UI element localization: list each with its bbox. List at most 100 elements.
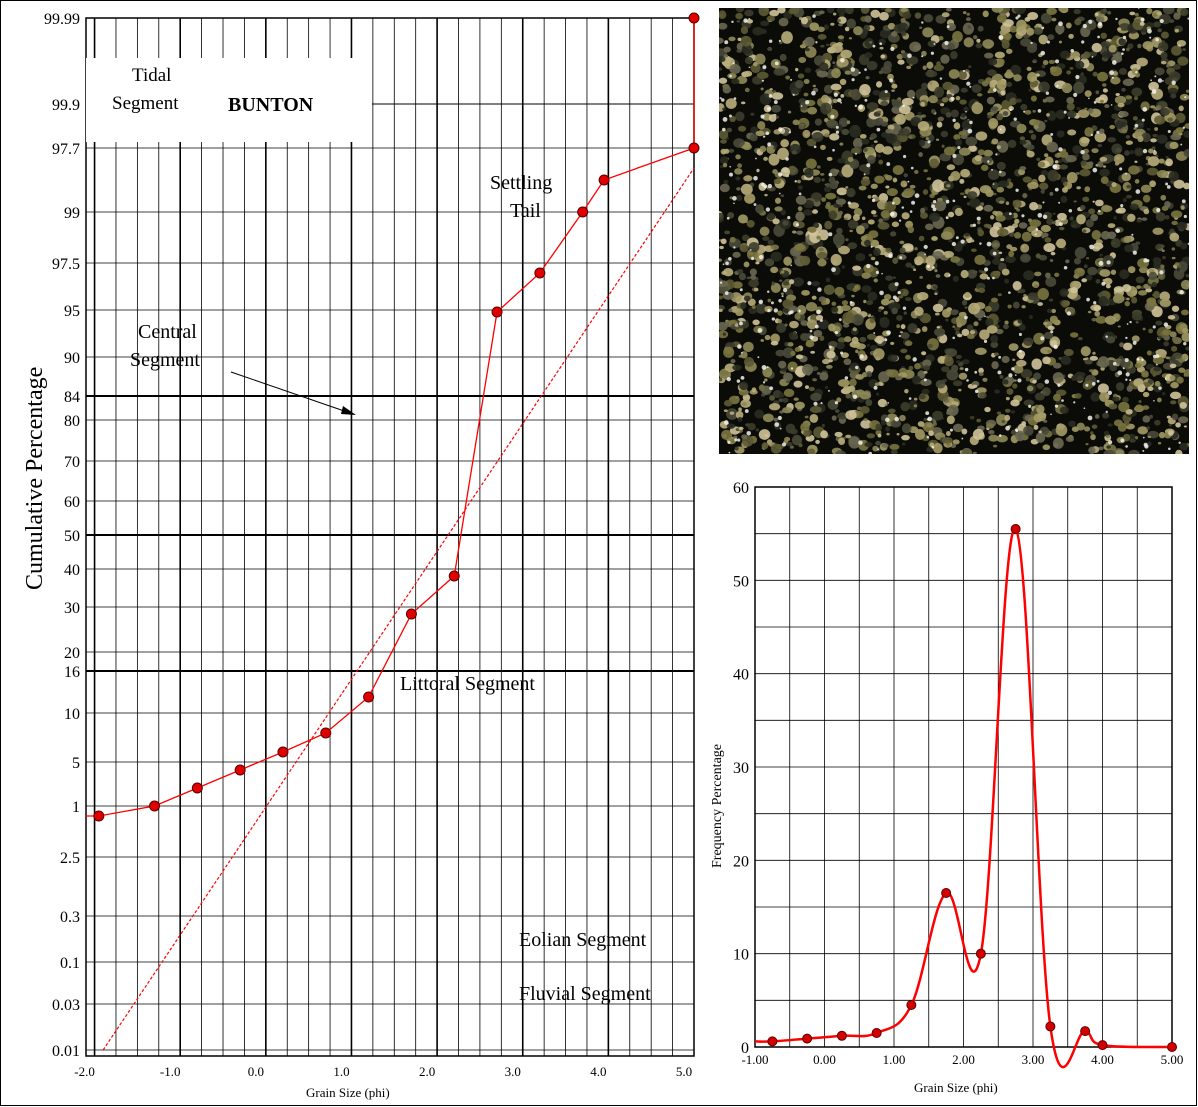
sand-grain-glint <box>774 61 779 66</box>
sand-grain <box>897 59 905 65</box>
sand-grain <box>978 372 984 376</box>
sand-grain <box>1051 308 1057 314</box>
sand-grain <box>795 354 804 360</box>
sand-grain <box>1037 161 1046 168</box>
sand-grain <box>966 12 970 16</box>
sand-grain-glint <box>833 92 838 97</box>
sand-grain <box>1158 158 1165 164</box>
sand-grain <box>966 269 977 279</box>
sand-grain-glint <box>732 196 737 201</box>
sand-grain <box>779 392 785 398</box>
sand-grain <box>1122 433 1131 442</box>
sand-grain <box>942 81 954 91</box>
sand-grain <box>1174 28 1179 33</box>
sand-grain <box>1013 74 1022 82</box>
sand-grain <box>1149 414 1153 419</box>
sand-grain <box>904 340 913 347</box>
sand-grain <box>1123 235 1132 244</box>
sand-grain <box>829 181 839 190</box>
sand-grain-glint <box>932 266 935 269</box>
sand-grain-glint <box>765 207 771 212</box>
sand-grain-glint <box>932 199 937 204</box>
sand-grain <box>839 142 844 146</box>
sand-grain <box>741 101 746 105</box>
sand-grain <box>831 301 837 306</box>
sand-grain <box>914 12 922 19</box>
sand-grain-glint <box>987 276 990 280</box>
sand-grain <box>781 31 793 44</box>
sand-grain <box>982 10 989 18</box>
sand-grain <box>914 429 925 440</box>
sand-grain <box>738 389 749 396</box>
sand-grain <box>830 253 842 266</box>
sand-grain <box>1107 223 1116 229</box>
sand-grain <box>756 71 769 79</box>
sand-grain <box>1019 166 1027 171</box>
sand-grain <box>730 359 736 364</box>
sand-grain <box>1066 97 1075 104</box>
sand-grain-glint <box>740 375 745 380</box>
data-point <box>688 142 700 154</box>
sand-grain <box>773 68 786 76</box>
sand-grain <box>733 138 745 148</box>
sand-grain <box>971 102 984 115</box>
sand-grain <box>981 80 989 87</box>
sand-grain <box>750 112 755 116</box>
sand-grain <box>865 365 874 374</box>
sand-grain <box>802 209 813 216</box>
sand-grain <box>878 70 883 74</box>
sand-grain <box>1060 195 1068 203</box>
sand-grain <box>1081 278 1088 283</box>
sand-grain <box>782 299 794 309</box>
sand-grain <box>900 180 908 188</box>
sand-grain-glint <box>927 140 931 144</box>
sand-grain <box>865 399 873 407</box>
sand-grain <box>840 49 852 59</box>
sand-grain <box>1001 355 1010 363</box>
sand-grain <box>828 359 833 363</box>
sand-grain-glint <box>788 311 792 315</box>
sand-grain-glint <box>992 183 995 185</box>
sand-grain <box>1053 362 1062 369</box>
sand-grain <box>860 8 870 14</box>
y-tick-label: 97.5 <box>52 256 80 273</box>
data-point <box>149 800 161 812</box>
sand-grain-glint <box>885 417 890 423</box>
sand-grain <box>1162 392 1166 396</box>
sand-grain-glint <box>1073 401 1076 404</box>
sand-grain <box>934 292 938 295</box>
sand-grain <box>871 210 877 215</box>
sand-grain <box>1050 251 1056 256</box>
sand-grain-glint <box>741 351 743 354</box>
sand-grain-glint <box>757 356 760 359</box>
sand-grain <box>850 88 862 101</box>
sand-grain <box>1023 294 1027 297</box>
sand-grain <box>1092 351 1096 355</box>
sand-grain <box>1183 149 1189 158</box>
sand-grain <box>813 329 823 338</box>
sand-grain-glint <box>815 41 818 44</box>
sand-grain <box>1091 230 1102 240</box>
sand-grain <box>961 299 968 306</box>
sand-grain <box>867 194 872 199</box>
sand-grain-glint <box>733 202 735 205</box>
sand-grain <box>1151 281 1157 288</box>
sand-grain <box>800 422 810 433</box>
sand-grain <box>815 314 824 321</box>
sand-grain <box>1119 269 1130 280</box>
sand-grain <box>1156 170 1169 179</box>
x-tick-label: 5.0 <box>676 1064 692 1079</box>
sand-grain <box>817 258 827 267</box>
sand-grain <box>885 133 898 144</box>
sand-grain <box>1004 278 1010 284</box>
sand-grain-glint <box>1096 379 1100 383</box>
sand-grain <box>1127 213 1136 222</box>
sand-grain <box>1008 343 1019 351</box>
sand-grain <box>921 388 930 395</box>
sand-grain <box>941 144 945 148</box>
sand-grain <box>783 388 795 398</box>
sand-grain <box>849 378 857 387</box>
sand-grain <box>1036 157 1041 162</box>
sand-grain <box>944 356 954 367</box>
sand-grain <box>912 375 921 385</box>
